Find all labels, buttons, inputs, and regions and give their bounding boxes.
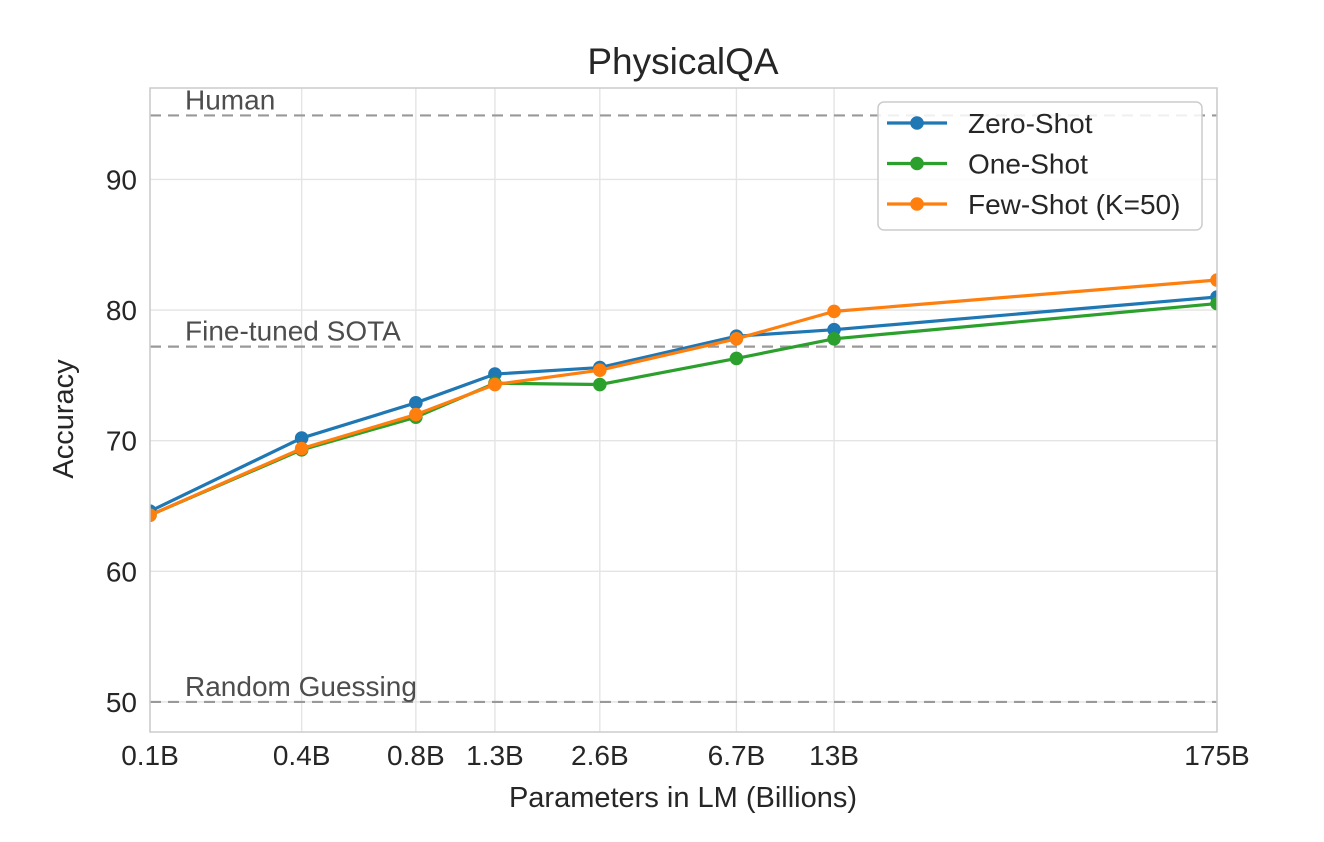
legend-label-few-shot: Few-Shot (K=50) (968, 189, 1180, 220)
x-tick-label: 13B (809, 740, 859, 771)
legend-box (877, 101, 1203, 231)
legend-marker-few-shot (910, 197, 924, 211)
data-point (1210, 273, 1217, 287)
series-line (150, 295, 1217, 513)
y-tick-label: 50 (106, 687, 137, 718)
data-point (488, 377, 502, 392)
x-axis-label: Parameters in LM (Billions) (509, 782, 857, 814)
data-point (150, 508, 157, 522)
data-point (729, 332, 744, 346)
x-tick-label: 0.1B (121, 740, 179, 771)
x-tick-label: 2.6B (571, 740, 629, 771)
data-point (827, 332, 841, 346)
y-tick-labels: 50 60 70 80 90 (106, 164, 137, 718)
series-layer (150, 273, 1217, 522)
data-point (409, 396, 423, 410)
data-point (593, 363, 607, 377)
x-tick-label: 1.3B (466, 740, 524, 771)
legend-marker-zero-shot (910, 116, 924, 130)
data-point (409, 407, 423, 422)
data-point (729, 351, 744, 366)
y-tick-label: 70 (106, 426, 137, 457)
data-point (827, 304, 841, 319)
legend-item-few-shot: Few-Shot (K=50) (887, 189, 1180, 220)
data-point (294, 431, 309, 445)
legend-marker-one-shot (910, 156, 924, 171)
y-tick-label: 80 (106, 295, 137, 326)
data-point (294, 441, 309, 456)
y-tick-label: 90 (106, 164, 137, 195)
x-tick-label: 0.8B (387, 740, 445, 771)
x-tick-label: 0.4B (273, 740, 331, 771)
x-tick-label: 175B (1184, 740, 1249, 771)
reference-line-label: Human (185, 84, 275, 115)
legend: Zero-Shot One-Shot Few-Shot (K=50) (877, 101, 1203, 231)
series-line (150, 278, 1217, 517)
y-axis-label: Accuracy (48, 359, 80, 479)
data-point (1210, 296, 1217, 311)
series-few-shot-k-50- (150, 273, 1217, 522)
plot-border (149, 87, 1218, 733)
reference-line-label: Fine-tuned SOTA (185, 316, 401, 347)
x-tick-label: 6.7B (708, 740, 766, 771)
legend-label-one-shot: One-Shot (968, 149, 1088, 180)
legend-item-zero-shot: Zero-Shot (887, 108, 1093, 139)
y-tick-label: 60 (106, 556, 137, 587)
legend-label-zero-shot: Zero-Shot (968, 108, 1093, 139)
chart-title: PhysicalQA (587, 41, 779, 82)
reference-line-label: Random Guessing (185, 671, 417, 702)
data-point (593, 377, 607, 392)
x-tick-labels: 0.1B 0.4B 0.8B 1.3B 2.6B 6.7B 13B 175B (121, 740, 1250, 771)
legend-item-one-shot: One-Shot (887, 149, 1088, 180)
